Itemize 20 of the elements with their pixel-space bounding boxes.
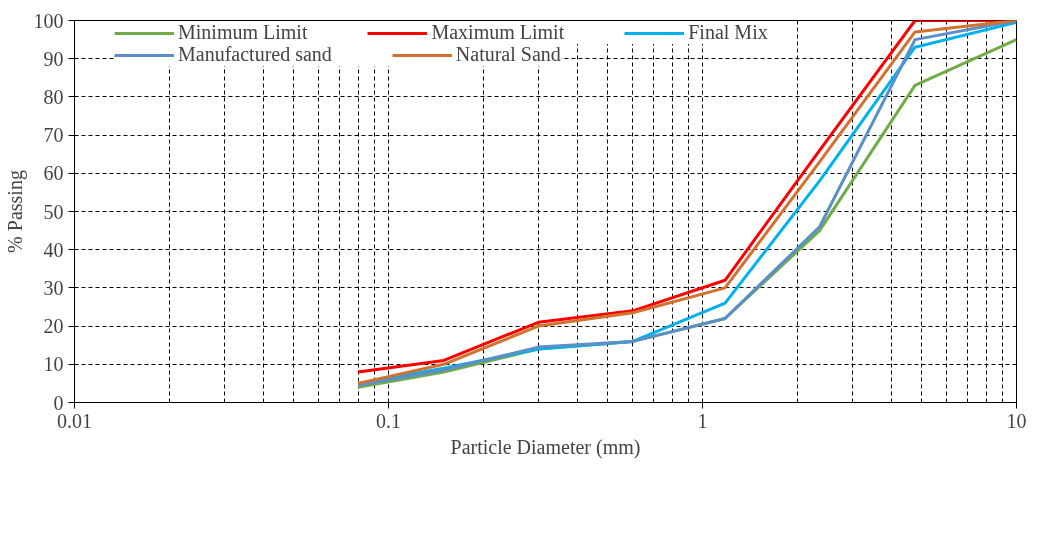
- y-tick-label: 100: [33, 9, 64, 32]
- y-tick-label: 20: [43, 315, 64, 338]
- y-tick-label: 30: [43, 276, 64, 299]
- legend-label: Manufactured sand: [178, 43, 332, 66]
- legend-label: Maximum Limit: [431, 21, 565, 44]
- legend-label: Minimum Limit: [178, 21, 308, 44]
- y-tick-label: 10: [43, 353, 64, 376]
- y-tick-label: 80: [43, 85, 64, 108]
- y-tick-label: 70: [43, 124, 64, 147]
- x-axis-title: Particle Diameter (mm): [450, 435, 641, 459]
- y-tick-label: 60: [43, 162, 64, 185]
- y-tick-label: 90: [43, 47, 64, 70]
- x-tick-label: 0.1: [376, 409, 401, 432]
- x-tick-label: 10: [1006, 409, 1027, 432]
- legend-label: Final Mix: [688, 21, 768, 44]
- y-tick-label: 40: [43, 238, 64, 261]
- legend-label: Natural Sand: [455, 43, 561, 66]
- y-tick-label: 50: [43, 200, 64, 223]
- x-tick-label: 1: [697, 409, 708, 432]
- y-axis-title: % Passing: [3, 170, 27, 253]
